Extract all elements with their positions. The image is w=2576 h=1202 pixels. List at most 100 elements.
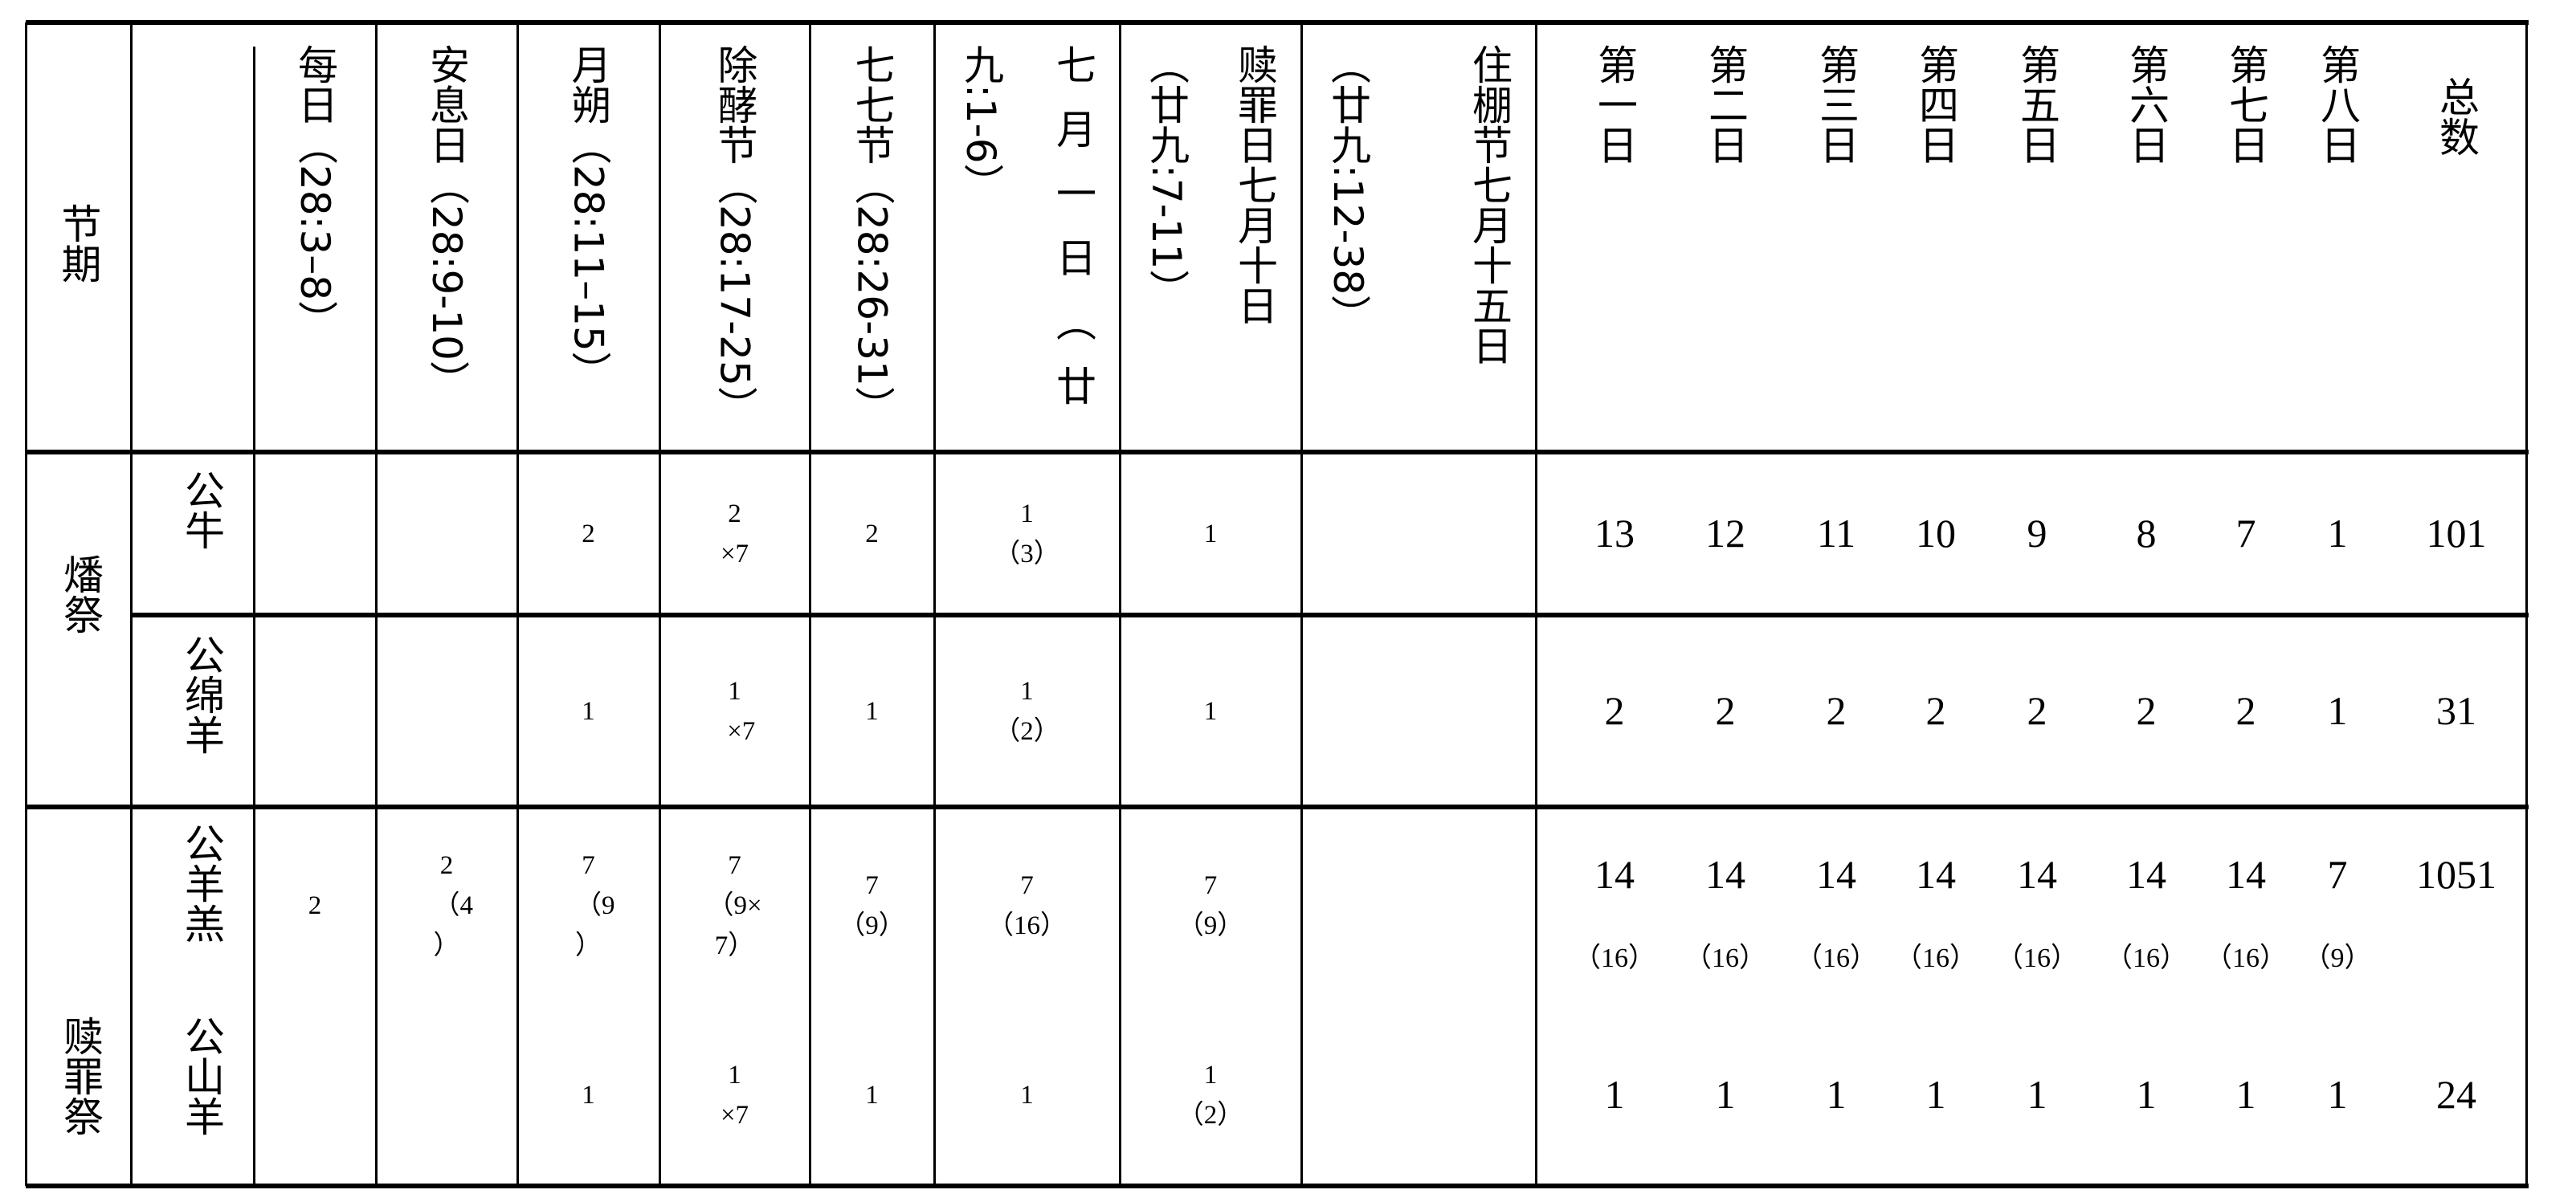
day-count: 14: [1594, 852, 1635, 897]
vertical-rule: [130, 22, 133, 1186]
header-feast-line: 每日（28:3–8）: [292, 44, 338, 341]
header-day: 第六日: [2123, 44, 2170, 165]
table-cell: [376, 452, 517, 615]
day-count: 14: [2126, 852, 2166, 897]
vertical-rule: [375, 22, 378, 1186]
group-label-sin-offering: 赎罪祭: [57, 1016, 104, 1136]
horizontal-rule: [26, 450, 2529, 454]
table-cell: 7 （16）: [987, 870, 1067, 940]
day-count: 11: [1816, 510, 1856, 556]
day-count: 13: [1594, 510, 1635, 556]
day-count: 10: [1916, 510, 1956, 556]
table-cell: 7 （9 ）: [575, 850, 615, 960]
header-day: 总数: [2433, 76, 2480, 157]
table-cell: [376, 1004, 517, 1186]
header-corner: 节期: [26, 44, 131, 442]
day-count: 2: [2136, 687, 2157, 733]
vertical-rule: [2525, 22, 2528, 1186]
table-cell: 2: [308, 890, 322, 920]
horizontal-rule: [26, 20, 2529, 25]
table-cell: [376, 615, 517, 807]
table-cell: 1 ×7: [727, 676, 756, 746]
day-count-sub: （16）: [1795, 943, 1877, 973]
table-cell: 1: [1203, 696, 1218, 726]
header-feast: 除酵节（28:17-25）: [659, 44, 810, 442]
day-count: 1: [1604, 1071, 1625, 1117]
horizontal-rule: [131, 613, 2529, 617]
header-feast-line: （廿九:12-38）: [1325, 44, 1371, 336]
table-cell: 2 ×7: [720, 499, 749, 568]
header-day: 第三日: [1813, 44, 1860, 165]
day-count: 7: [2235, 510, 2256, 556]
table-cell: [1301, 452, 1536, 615]
table-cell: [1301, 1004, 1536, 1186]
day-count-sub: （16）: [1895, 943, 1977, 973]
day-count-sub: （16）: [2105, 943, 2187, 973]
table-cell: 1: [1020, 1080, 1034, 1110]
day-count: 101: [2426, 510, 2487, 556]
day-count: 24: [2436, 1071, 2476, 1117]
table-cell: [1301, 807, 1536, 1004]
header-label: 节期: [55, 202, 102, 283]
header-feast: 住棚节七月十五日 （廿九:12-38）: [1301, 44, 1536, 442]
day-count-sub: （16）: [1684, 943, 1766, 973]
header-day: 第四日: [1913, 44, 1959, 165]
row-label: 公绵羊: [178, 634, 225, 755]
vertical-rule: [1300, 22, 1303, 1186]
header-feast-line: 赎罪日七月十日: [1231, 44, 1278, 325]
table-cell: 2 （4 ）: [433, 850, 474, 960]
table-cell: [254, 452, 376, 615]
vertical-rule: [253, 47, 255, 1186]
day-count: 14: [1705, 852, 1745, 897]
table-cell: 2: [582, 519, 595, 548]
header-feast-line: 住棚节七月十五日: [1466, 44, 1513, 365]
vertical-rule: [809, 22, 811, 1186]
day-count: 8: [2136, 510, 2157, 556]
vertical-rule: [1119, 22, 1121, 1186]
day-count: 1051: [2416, 852, 2496, 897]
day-count: 2: [2027, 687, 2047, 733]
day-count: 1: [1826, 1071, 1847, 1117]
day-count: 1: [2327, 1071, 2348, 1117]
vertical-rule: [516, 22, 519, 1186]
header-feast: 月朔（28:11–15）: [517, 44, 659, 442]
vertical-rule: [1535, 22, 1537, 1186]
header-day: 第一日: [1591, 44, 1638, 165]
day-count: 2: [1604, 687, 1625, 733]
day-count: 1: [2235, 1071, 2256, 1117]
group-label-burnt-offering: 燔祭: [57, 554, 104, 634]
horizontal-rule: [26, 805, 2529, 809]
header-feast-line: 九:1-6）: [957, 44, 1004, 204]
header-day: 第二日: [1702, 44, 1749, 165]
table-cell: 2: [865, 519, 879, 548]
row-label: 公羊羔: [178, 823, 225, 943]
table-cell: [254, 1004, 376, 1186]
header-feast-line: 七月一日（廿: [1050, 44, 1096, 430]
vertical-rule: [933, 22, 936, 1186]
table-cell: 1 （3）: [994, 499, 1060, 568]
header-feast: 七月一日（廿 九:1-6）: [934, 44, 1120, 442]
table-cell: [1301, 615, 1536, 807]
day-count: 1: [1715, 1071, 1736, 1117]
vertical-rule: [25, 22, 27, 1186]
day-count: 14: [2226, 852, 2266, 897]
day-count-sub: （16）: [1574, 943, 1655, 973]
day-count: 2: [2235, 687, 2256, 733]
day-count: 1: [2136, 1071, 2157, 1117]
table-cell: 1: [1203, 519, 1218, 548]
table-cell: 1: [582, 1080, 595, 1110]
header-day: 第五日: [2014, 44, 2060, 165]
day-count: 2: [1925, 687, 1946, 733]
day-count: 14: [2017, 852, 2057, 897]
header-feast: 七七节（28:26-31）: [810, 44, 934, 442]
header-feast-line: 安息日（28:9-10）: [423, 44, 470, 401]
day-count-sub: （16）: [1996, 943, 2078, 973]
table-cell: 1 （2）: [994, 676, 1060, 746]
table-cell: 1: [582, 696, 595, 726]
day-count: 1: [2327, 510, 2348, 556]
header-feast-line: 月朔（28:11–15）: [565, 44, 612, 392]
table-cell: 1 ×7: [720, 1060, 749, 1130]
day-count-sub: （16）: [2205, 943, 2287, 973]
day-count: 14: [1816, 852, 1856, 897]
table-cell: 1: [865, 1080, 879, 1110]
